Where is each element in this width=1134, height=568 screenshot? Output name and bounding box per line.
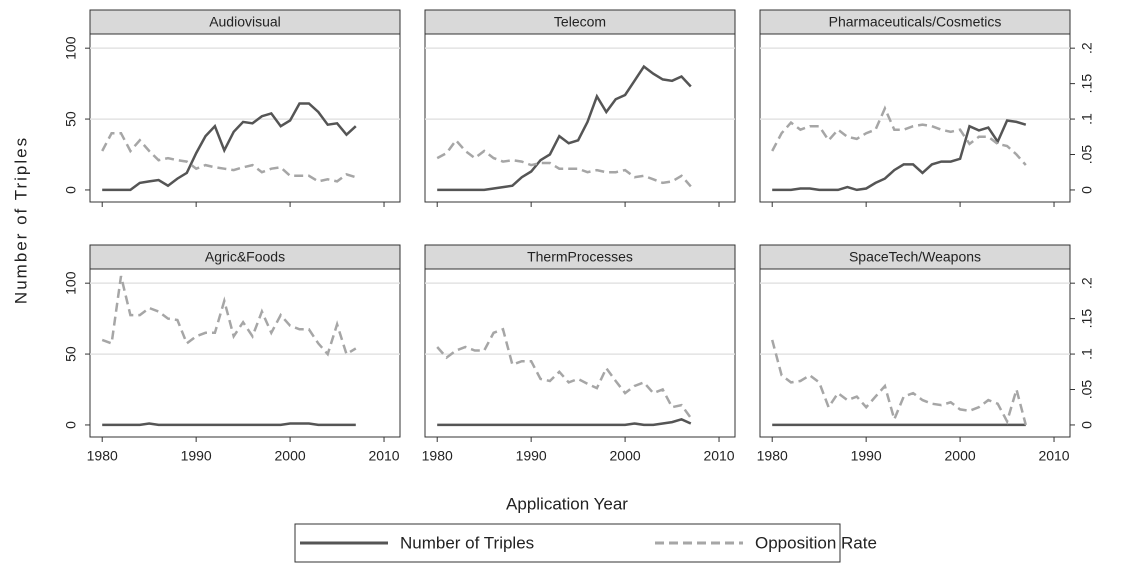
y2-tick-label: .05 — [1079, 145, 1095, 165]
y2-tick-label: .2 — [1079, 277, 1095, 289]
series-line — [771, 105, 1027, 166]
panel-title: SpaceTech/Weapons — [849, 249, 981, 265]
y-tick-label: 0 — [63, 186, 79, 194]
legend-label: Opposition Rate — [755, 533, 877, 552]
x-tick-label: 1990 — [516, 448, 547, 464]
panel-header — [759, 244, 1071, 270]
y2-tick-label: .05 — [1079, 380, 1095, 400]
plot-area — [759, 33, 1071, 203]
panel-title: Pharmaceuticals/Cosmetics — [829, 14, 1002, 30]
x-tick-label: 2000 — [275, 448, 306, 464]
y-tick-label: 50 — [63, 346, 79, 362]
y2-tick-label: 0 — [1079, 186, 1095, 194]
plot-area — [759, 268, 1071, 438]
y2-tick-label: 0 — [1079, 421, 1095, 429]
series-line — [101, 131, 357, 183]
plot-area — [424, 268, 736, 438]
series-line — [436, 327, 692, 419]
legend-label: Number of Triples — [400, 533, 534, 552]
y-tick-label: 0 — [63, 421, 79, 429]
panel-header — [759, 9, 1071, 35]
plot-area — [89, 268, 401, 438]
x-tick-label: 1980 — [422, 448, 453, 464]
x-tick-label: 1990 — [851, 448, 882, 464]
y-tick-label: 100 — [63, 36, 79, 60]
panel-title: Agric&Foods — [205, 249, 285, 265]
series-line — [101, 275, 357, 357]
y2-tick-label: .2 — [1079, 42, 1095, 54]
x-tick-label: 1990 — [181, 448, 212, 464]
panel-title: ThermProcesses — [527, 249, 633, 265]
x-tick-label: 1980 — [757, 448, 788, 464]
panel-title: Telecom — [554, 14, 606, 30]
x-axis-label: Application Year — [506, 494, 628, 513]
y2-tick-label: .1 — [1079, 113, 1095, 125]
panel-header — [424, 244, 736, 270]
x-tick-label: 2010 — [1038, 448, 1069, 464]
x-tick-label: 1980 — [87, 448, 118, 464]
series-line — [436, 138, 692, 188]
y-tick-label: 100 — [63, 271, 79, 295]
panel-header — [89, 244, 401, 270]
series-line — [772, 119, 1027, 192]
y2-tick-label: .1 — [1079, 348, 1095, 360]
y-axis-label: Number of Triples — [11, 136, 30, 304]
series-line — [102, 102, 357, 192]
x-tick-label: 2010 — [703, 448, 734, 464]
y2-tick-label: .15 — [1079, 74, 1095, 94]
x-tick-label: 2000 — [945, 448, 976, 464]
panel-header — [89, 9, 401, 35]
series-line — [102, 422, 356, 427]
series-line — [770, 339, 1028, 426]
panel-header — [424, 9, 736, 35]
y2-tick-label: .15 — [1079, 309, 1095, 329]
series-line — [437, 417, 692, 427]
y-tick-label: 50 — [63, 111, 79, 127]
x-tick-label: 2000 — [610, 448, 641, 464]
x-tick-label: 2010 — [368, 448, 399, 464]
plot-area — [424, 33, 736, 203]
panel-title: Audiovisual — [209, 14, 281, 30]
series-line — [437, 64, 692, 192]
